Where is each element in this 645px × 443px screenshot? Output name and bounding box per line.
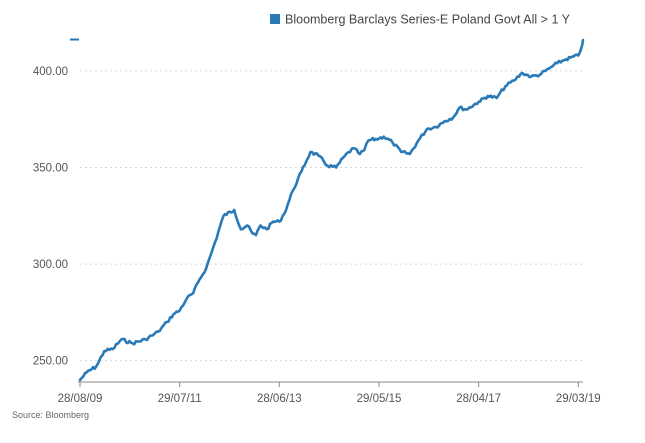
y-tick-label: 400.00 — [33, 66, 68, 78]
x-tick-label: 29/07/11 — [158, 393, 202, 405]
x-tick-label: 28/04/17 — [456, 393, 501, 405]
legend-label: Bloomberg Barclays Series-E Poland Govt … — [285, 13, 571, 27]
legend: Bloomberg Barclays Series-E Poland Govt … — [270, 13, 571, 27]
y-tick-label: 350.00 — [33, 163, 68, 175]
y-axis: 250.00 300.00 350.00 400.00 — [33, 66, 68, 368]
y-tick-label: 250.00 — [33, 356, 68, 368]
grid-lines — [80, 70, 583, 362]
x-axis: 28/08/09 29/07/11 28/06/13 29/05/15 28/04/17… — [58, 382, 601, 405]
series-line — [78, 38, 585, 382]
x-tick-label: 28/06/13 — [257, 393, 302, 405]
y-tick-label: 300.00 — [33, 259, 68, 271]
x-tick-label: 29/05/15 — [357, 393, 402, 405]
x-tick-label: 29/03/19 — [556, 393, 601, 405]
legend-swatch — [270, 14, 280, 24]
x-tick-label: 28/08/09 — [58, 393, 103, 405]
source-note: Source: Bloomberg — [12, 410, 89, 420]
